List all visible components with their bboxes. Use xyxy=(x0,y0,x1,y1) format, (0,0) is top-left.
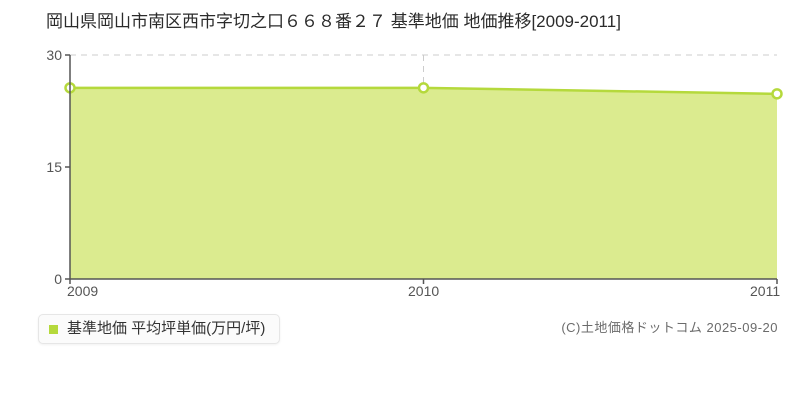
chart-title: 岡山県岡山市南区西市字切之口６６８番２７ 基準地価 地価推移[2009-2011… xyxy=(46,12,621,31)
axis-lines xyxy=(65,54,778,284)
series-area-fill xyxy=(70,87,777,279)
x-tick-label: 2010 xyxy=(408,283,440,299)
legend-swatch-icon xyxy=(49,324,58,334)
x-tick-label: 2011 xyxy=(750,283,781,299)
y-tick-label: 15 xyxy=(46,159,62,175)
copyright-credit: (C)土地価格ドットコム 2025-09-20 xyxy=(561,320,778,335)
data-point-marker[interactable] xyxy=(417,82,430,94)
plot-svg xyxy=(64,54,783,284)
y-tick-label: 0 xyxy=(54,271,62,287)
plot-area xyxy=(64,54,783,284)
legend-item-label: 基準地価 平均坪単価(万円/坪) xyxy=(67,320,266,337)
data-point-marker[interactable] xyxy=(771,88,783,100)
y-tick-label: 30 xyxy=(46,47,62,63)
x-tick-label: 2009 xyxy=(67,283,99,299)
y-axis-labels: 0 15 30 xyxy=(22,0,62,400)
legend[interactable]: 基準地価 平均坪単価(万円/坪) xyxy=(38,314,281,344)
x-axis-labels: 2009 2010 2011 xyxy=(0,283,800,303)
